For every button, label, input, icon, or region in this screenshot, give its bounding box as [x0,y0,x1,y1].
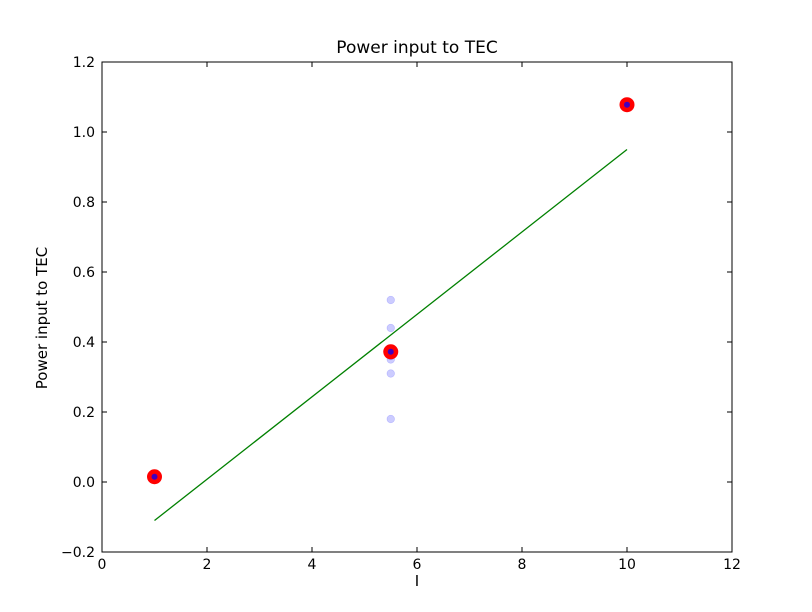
x-tick-label: 4 [308,557,317,573]
mean-point-center [624,101,630,108]
x-tick-label: 10 [618,557,636,573]
y-tick-label: 0.0 [73,475,95,491]
y-tick-label: 0.4 [73,335,95,351]
fit-line [154,148,628,522]
y-tick-label: 1.0 [73,125,95,141]
sample-point [386,295,395,305]
sample-point [386,323,395,333]
x-tick-label: 12 [723,557,741,573]
x-tick-label: 2 [203,557,212,573]
mean-point-center [387,348,394,355]
axes-background [102,62,732,552]
x-axis-label: I [415,572,419,590]
x-tick-label: 8 [518,557,527,573]
y-axis-label: Power input to TEC [33,247,51,389]
y-tick-label: −0.2 [61,545,95,561]
y-tick-label: 0.8 [73,195,95,211]
x-tick-label: 6 [413,557,422,573]
sample-point [386,414,395,424]
y-tick-label: 0.2 [73,405,95,421]
plot-area [102,62,732,552]
sample-point [386,369,395,378]
y-tick-label: 1.2 [73,55,95,71]
chart-title: Power input to TEC [336,38,497,58]
axes: 0 2 4 6 8 10 12 −0.2 0.0 0.2 0.4 0.6 0.8 1.0 1.2 [61,55,741,573]
mean-point-center [151,473,158,480]
x-tick-label: 0 [98,557,107,573]
y-tick-label: 0.6 [73,265,95,281]
